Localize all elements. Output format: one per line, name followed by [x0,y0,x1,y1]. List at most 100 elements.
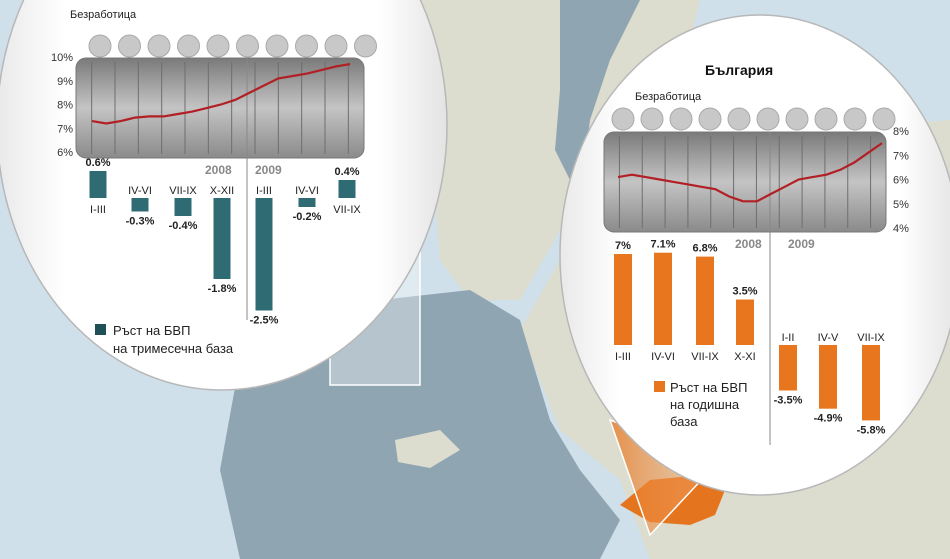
r-circle-3 [698,107,722,131]
l-bar-1 [131,198,149,212]
l-circle-9 [354,34,377,58]
l-y-tick: 10% [51,52,73,64]
l-bar-label: 0.6% [85,157,110,169]
r-y-tick: 4% [893,223,909,235]
r-circle-1 [640,107,664,131]
l-y-tick: 9% [57,76,73,88]
l-circle-1 [118,34,141,58]
r-bar-category: IV-VI [651,351,675,363]
l-bar-category: I-III [90,204,106,216]
right-legend-swatch [654,381,665,392]
r-circle-0 [611,107,635,131]
r-y-tick: 7% [893,150,909,162]
right-year-2009: 2009 [788,237,815,251]
l-bar-3 [213,198,231,279]
right-panel: България Безработица 8% 7% 6% 5% 4% 2008 200… [559,14,950,496]
l-bar-0 [89,171,107,198]
r-bar-6 [862,345,880,421]
left-grid [91,62,349,154]
l-bar-4 [255,198,273,311]
left-year-2009: 2009 [255,163,282,177]
right-country-title: България [705,62,773,78]
left-legend-swatch [95,324,106,335]
left-unemployment-title: Безработица [70,9,137,21]
r-circle-9 [872,107,896,131]
r-bar-0 [614,254,632,345]
l-y-tick: 8% [57,100,73,112]
l-bar-label: 0.4% [334,166,359,178]
l-bar-label: -0.4% [169,220,198,232]
l-circle-0 [88,34,112,58]
l-circle-8 [324,34,348,58]
l-bar-category: X-XII [210,185,234,197]
left-year-2008: 2008 [205,163,232,177]
r-circle-6 [785,107,809,131]
left-circles [88,34,377,58]
r-bar-category: IV-V [818,332,839,344]
r-circle-2 [669,107,693,131]
r-bar-4 [779,345,797,391]
left-panel: Безработица 10% 9% 8% 7% 6% 2008 2009 I-III 0… [0,0,448,391]
l-bar-label: -0.3% [126,216,155,228]
l-circle-5 [236,34,259,58]
switzerland [395,430,460,468]
l-circle-6 [265,34,289,58]
l-bar-2 [174,198,192,216]
l-bar-category: IV-VI [295,185,319,197]
r-bar-category: VII-IX [691,351,719,363]
r-y-tick: 6% [893,175,909,187]
right-line-pane [603,131,887,233]
r-bar-3 [736,299,754,345]
l-y-tick: 6% [57,147,73,159]
right-unemployment-title: Безработица [635,91,702,103]
r-circle-5 [756,107,780,131]
r-y-tick: 8% [893,126,909,138]
r-bar-label: 6.8% [692,243,717,255]
left-legend-text: Ръст на БВП на тримесечна база [113,323,234,356]
right-y-ticks: 8% 7% 6% 5% 4% [893,126,909,235]
r-bar-label: 7% [615,240,631,252]
right-circles [611,107,896,131]
left-gdp-bars: I-III 0.6% IV-VI -0.3% VII-IX -0.4% X-XII -1.8%… [85,157,361,327]
l-bar-label: -0.2% [293,211,322,223]
r-bar-category: I-III [615,351,631,363]
l-circle-2 [147,34,171,58]
right-unemployment-line [617,142,883,203]
left-line-pane [75,57,365,159]
r-bar-label: -4.9% [814,413,843,425]
scandinavia [555,0,640,180]
r-bar-label: -5.8% [857,424,886,436]
l-circle-7 [295,34,318,58]
l-bar-category: IV-VI [128,185,152,197]
l-bar-label: -1.8% [208,283,237,295]
right-legend-text: Ръст на БВП на годишна база [670,380,751,429]
l-bar-category: VII-IX [169,185,197,197]
r-circle-4 [727,107,751,131]
l-bar-5 [298,198,316,207]
left-unemployment-line [91,63,351,125]
right-year-2008: 2008 [735,237,762,251]
r-bar-category: I-II [782,332,795,344]
l-circle-3 [177,34,200,58]
r-bar-label: 7.1% [650,239,675,251]
left-y-ticks: 10% 9% 8% 7% 6% [51,52,73,159]
l-y-tick: 7% [57,123,73,135]
r-bar-label: 3.5% [732,286,757,298]
right-gdp-bars: I-III 7% IV-VI 7.1% VII-IX 6.8% X-XI 3.5% I-II -3… [614,239,886,436]
r-y-tick: 5% [893,199,909,211]
r-bar-2 [696,256,714,345]
l-bar-category: VII-IX [333,204,361,216]
l-bar-category: I-III [256,185,272,197]
r-bar-category: X-XI [734,351,755,363]
r-bar-label: -3.5% [774,395,803,407]
r-bar-5 [819,345,837,409]
r-bar-1 [654,252,672,345]
right-grid [618,136,872,228]
r-bar-category: VII-IX [857,332,885,344]
r-circle-7 [814,107,838,131]
l-circle-4 [206,34,230,58]
l-bar-6 [338,180,356,198]
l-bar-label: -2.5% [250,315,279,327]
r-circle-8 [843,107,867,131]
